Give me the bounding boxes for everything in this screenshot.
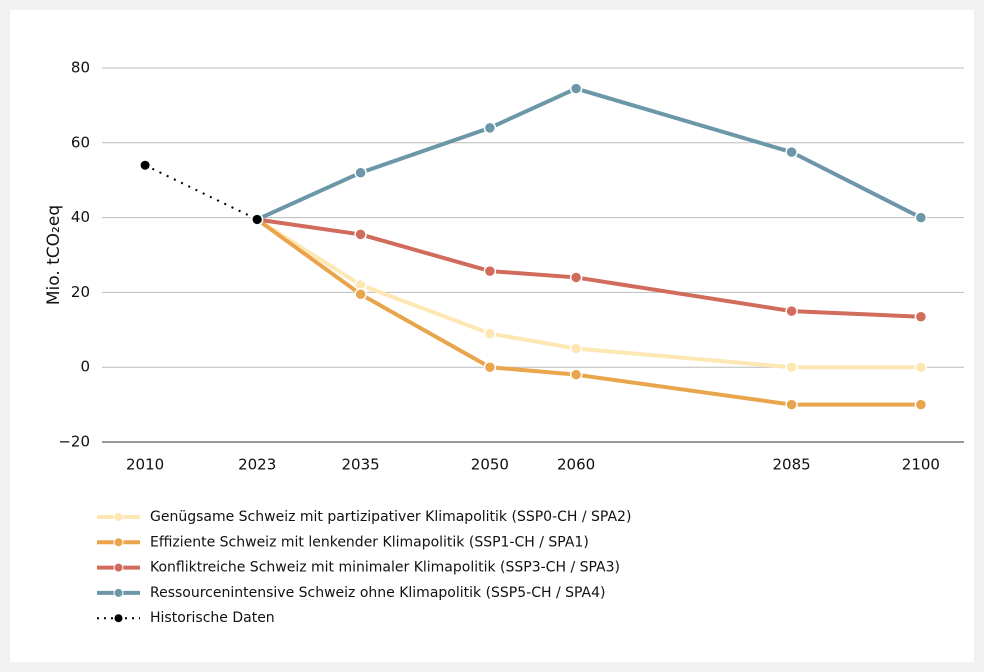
point [914,398,928,411]
point [785,304,798,318]
point [140,160,150,170]
y-tick-label: 80 [71,59,90,77]
point [252,214,262,224]
x-tick-label: 2060 [557,456,595,474]
legend-dot [114,614,123,623]
series-line [144,164,258,221]
point [569,368,583,381]
legend-dot [113,562,124,573]
point [483,327,497,340]
x-tick-label: 2085 [773,456,811,474]
series-line [255,217,921,407]
point [483,121,497,135]
y-axis-label: Mio. tCO₂eq [44,205,64,305]
x-tick-label: 2023 [238,456,276,474]
legend-dot [113,512,124,522]
point [914,211,928,224]
y-tick-label: 20 [71,283,90,301]
x-tick-label: 2010 [126,456,164,474]
legend-dot [113,537,124,548]
point [569,82,583,95]
point [354,166,367,179]
point [354,288,367,301]
series-line [256,86,922,222]
point [483,264,497,278]
series-line [256,217,921,319]
point [785,145,798,159]
x-tick-label: 2050 [471,456,509,474]
legend-label: Historische Daten [150,610,275,626]
point [354,228,367,241]
point [785,398,798,411]
y-tick-label: 60 [71,133,90,151]
y-tick-label: −20 [58,433,90,451]
x-tick-label: 2100 [902,456,940,474]
series-line [256,217,921,370]
x-tick-label: 2035 [342,456,380,474]
point [785,360,798,374]
legend-dot [113,587,124,598]
point [914,360,928,374]
legend-label: Konfliktreiche Schweiz mit minimaler Kli… [150,560,620,576]
legend-label: Effiziente Schweiz mit lenkender Klimapo… [150,534,589,550]
point [569,271,583,284]
y-tick-label: 0 [80,358,90,376]
point [569,342,583,355]
point [914,310,928,323]
y-tick-label: 40 [71,208,90,226]
legend-label: Genügsame Schweiz mit partizipativer Kli… [150,509,631,525]
legend-label: Ressourcenintensive Schweiz ohne Klimapo… [150,585,606,601]
point [483,360,497,374]
